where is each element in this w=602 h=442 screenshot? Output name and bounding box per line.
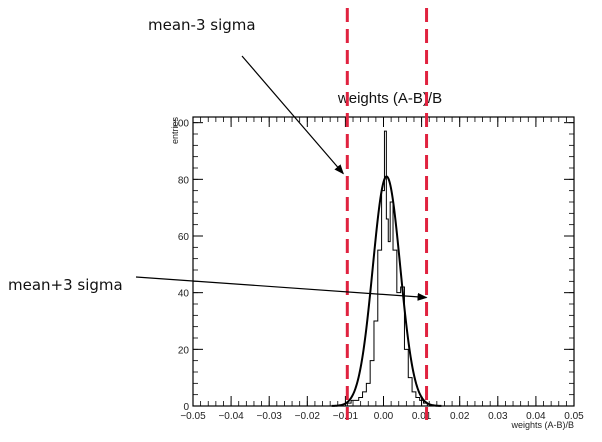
plot-frame (192, 116, 575, 407)
y-tick-label: 80 (178, 175, 190, 186)
gaussian-fit-curve (331, 175, 442, 407)
sigma-lines (345, 8, 429, 420)
x-tick-label: 0.01 (412, 411, 432, 422)
x-tick-label: −0.02 (295, 411, 321, 422)
x-axis-title: weights (A-B)/B (510, 420, 574, 430)
x-axis-ticks (192, 117, 575, 406)
annotation-arrow-plus-3-sigma (135, 276, 428, 301)
x-tick-label: −0.01 (333, 411, 359, 422)
y-tick-label: 100 (172, 119, 189, 130)
x-tick-label: 0.03 (488, 411, 508, 422)
x-tick-label: 0.02 (450, 411, 470, 422)
annotation-arrow-minus-3-sigma (241, 55, 344, 175)
x-tick-label: 0.00 (374, 411, 394, 422)
x-tick-label: 0.05 (564, 411, 584, 422)
histogram-steps (346, 130, 428, 406)
y-axis-title: entries (170, 117, 180, 145)
annotation-plus-3-sigma: mean+3 sigma (8, 276, 123, 294)
x-tick-label: −0.03 (257, 411, 283, 422)
x-axis-tick-labels: −0.05 −0.04 −0.03 −0.02 −0.01 0.00 0.01 0.02 0.0… (180, 411, 584, 422)
y-tick-label: 20 (178, 345, 190, 356)
y-tick-label: 0 (183, 402, 189, 413)
chart-title: weights (A-B)/B (337, 90, 442, 107)
x-tick-label: 0.04 (526, 411, 546, 422)
annotation-minus-3-sigma: mean-3 sigma (148, 16, 256, 34)
y-tick-label: 60 (178, 232, 190, 243)
y-axis-tick-labels: 0 20 40 60 80 100 (172, 119, 189, 413)
y-axis-ticks (193, 122, 574, 407)
y-tick-label: 40 (178, 289, 190, 300)
x-tick-label: −0.04 (218, 411, 244, 422)
annotations: mean-3 sigma mean+3 sigma (8, 16, 428, 301)
x-tick-label: −0.05 (180, 411, 206, 422)
